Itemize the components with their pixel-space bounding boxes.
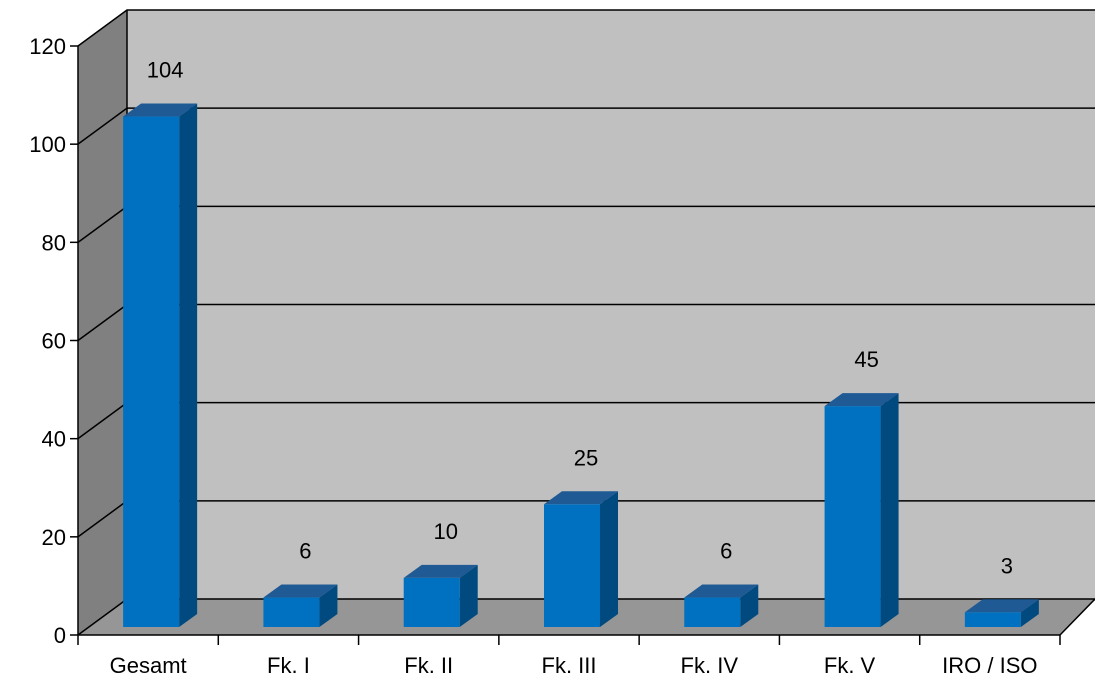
bar [544,491,618,627]
bar-side [600,491,618,627]
bar-top [403,564,478,578]
x-category-label: Fk. III [542,653,597,678]
y-tick-label: 80 [42,230,66,255]
bar-top [824,393,899,407]
bar-side [740,584,759,627]
bar [403,564,478,627]
bar-front [403,577,460,627]
bar-top [544,491,618,505]
data-label: 6 [299,539,311,564]
bar-front [824,406,881,627]
y-tick-label: 40 [42,427,66,452]
bar-front [684,597,741,627]
bar [684,584,759,627]
bar [263,584,338,627]
bars [123,103,1039,628]
bar-top [123,103,198,117]
bar-side [179,103,198,628]
x-category-label: Fk. IV [681,653,739,678]
bar [964,599,1039,627]
bar-top [684,584,759,598]
x-category-label: Fk. II [404,653,453,678]
bar [123,103,198,628]
data-label: 10 [433,519,457,544]
data-label: 104 [147,58,184,83]
x-category-label: Fk. I [267,653,310,678]
data-label: 6 [720,539,732,564]
bar-front [263,597,320,627]
bar-top [263,584,338,598]
x-category-label: Fk. V [824,653,876,678]
bar-front [964,612,1021,627]
bar [824,393,899,627]
x-category-label: IRO / ISO [942,653,1037,678]
y-tick-label: 120 [29,34,66,59]
y-tick-label: 0 [54,623,66,648]
bar-side [880,393,899,627]
data-label: 3 [1001,553,1013,578]
bar-side [1020,599,1039,627]
y-tick-label: 60 [42,329,66,354]
bar-top [964,599,1039,613]
bar-front [544,504,600,627]
y-tick-label: 100 [29,132,66,157]
y-tick-label: 20 [42,525,66,550]
x-category-label: Gesamt [110,653,187,678]
bar-side [459,564,478,627]
bar-side [319,584,338,627]
bar-front [123,116,180,628]
data-label: 25 [574,445,598,470]
floor-edge [1059,598,1095,636]
labels: 0 20 40 60 80 100 120 104 Gesamt 6 Fk. I 10 Fk. II 25… [29,34,1037,678]
data-label: 45 [854,347,878,372]
